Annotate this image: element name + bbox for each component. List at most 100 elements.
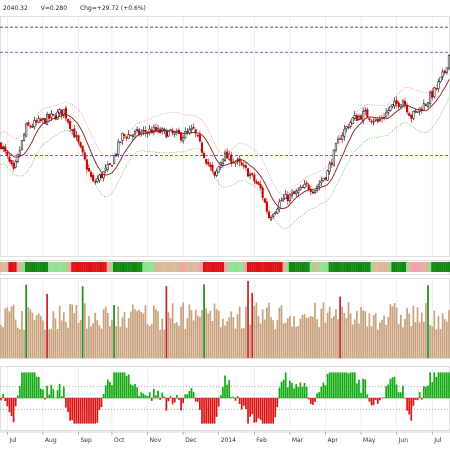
candle-body: [31, 126, 34, 128]
oscillator-bar: [332, 372, 335, 398]
candle: [108, 163, 111, 166]
trend-strip-cell: [274, 262, 277, 272]
candle-body: [272, 214, 275, 218]
oscillator-bar: [318, 392, 321, 398]
candle: [221, 158, 224, 168]
volume-bar: [425, 303, 427, 358]
candle-body: [397, 102, 400, 107]
volume-bar: [117, 306, 120, 358]
candle-body: [240, 162, 243, 166]
candle: [192, 123, 195, 130]
trend-strip-cell: [207, 262, 210, 272]
trend-strip-cell: [75, 262, 78, 272]
oscillator-bar: [190, 388, 193, 398]
candle: [73, 124, 76, 138]
candle-body: [127, 134, 130, 139]
volume-bar: [62, 312, 65, 358]
volume-bar: [429, 324, 431, 358]
volume-bar: [167, 312, 170, 358]
volume-bar: [19, 329, 21, 358]
candle: [200, 140, 204, 156]
candle: [326, 169, 329, 181]
candle: [288, 193, 291, 204]
oscillator-bar: [330, 372, 333, 398]
oscillator-bar: [44, 398, 46, 400]
candle-body: [443, 70, 446, 73]
candle: [25, 122, 28, 138]
candle: [439, 76, 442, 84]
candle-body: [391, 104, 394, 107]
candle-body: [437, 81, 440, 89]
trend-strip-cell: [56, 262, 59, 272]
candle: [213, 171, 216, 179]
volume-bar: [368, 313, 371, 358]
trend-strip-cell: [23, 262, 26, 272]
candle: [355, 113, 358, 121]
candle: [20, 140, 24, 151]
trend-strip-cell: [414, 262, 417, 272]
candle-body: [257, 182, 260, 185]
candle-body: [144, 130, 147, 133]
oscillator-bar: [305, 386, 308, 398]
oscillator-bar: [192, 391, 195, 398]
candle-body: [403, 100, 407, 106]
volume-bar: [358, 323, 360, 358]
trend-strip-cell: [238, 262, 241, 272]
trend-strip-cell: [144, 262, 147, 272]
candle-body: [368, 118, 371, 121]
oscillator-bar: [142, 393, 145, 398]
trend-strip-cell: [129, 262, 132, 272]
volume-bar: [23, 329, 25, 358]
trend-strip-cell: [186, 262, 189, 272]
oscillator-bar: [406, 398, 408, 411]
oscillator-bar: [286, 387, 289, 398]
volume-bar: [224, 325, 226, 358]
candle: [339, 135, 342, 140]
candle-body: [303, 184, 306, 188]
candle-body: [106, 164, 109, 170]
volume-bar: [129, 311, 132, 358]
candle-body: [104, 167, 107, 171]
oscillator-bar: [297, 387, 300, 398]
volume-bar: [364, 311, 367, 358]
volume-bar: [293, 316, 295, 358]
volume-bar: [125, 327, 128, 358]
oscillator-bar: [443, 372, 446, 398]
candle-body: [276, 208, 279, 214]
oscillator-bar: [96, 398, 99, 423]
candle-body: [66, 118, 70, 123]
trend-strip-cell: [177, 262, 181, 272]
oscillator-bar: [205, 398, 208, 424]
oscillator-bar: [6, 398, 9, 407]
trend-strip-cell: [10, 262, 13, 272]
volume-bar: [366, 326, 369, 358]
candle: [431, 88, 434, 101]
oscillator-bar: [418, 392, 421, 398]
candle: [18, 146, 21, 158]
oscillator-bar: [219, 395, 222, 398]
trend-strip-cell: [16, 262, 19, 272]
trend-strip-cell: [96, 262, 99, 272]
trend-strip-cell: [334, 262, 338, 272]
volume-bar: [27, 307, 30, 358]
candle-body: [129, 134, 132, 137]
candle-body: [313, 190, 317, 193]
oscillator-bar: [14, 398, 17, 407]
trend-strip-cell: [131, 262, 135, 272]
candle: [152, 124, 155, 136]
candle-body: [171, 131, 174, 134]
volume-bar: [79, 320, 82, 358]
volume-bar: [81, 286, 84, 358]
volume-bar: [37, 313, 40, 358]
oscillator-bar: [163, 396, 166, 398]
price-info-bar: 2040.32 V=0.280 Chg=+29.72 (+0.6%): [0, 2, 450, 16]
volume-bar: [92, 323, 94, 358]
candle: [223, 149, 227, 162]
trend-strip-cell: [313, 262, 317, 272]
candle: [372, 118, 375, 126]
candle-body: [165, 130, 168, 138]
candle-body: [131, 134, 134, 137]
oscillator-bar: [29, 372, 32, 398]
candle: [194, 128, 197, 138]
